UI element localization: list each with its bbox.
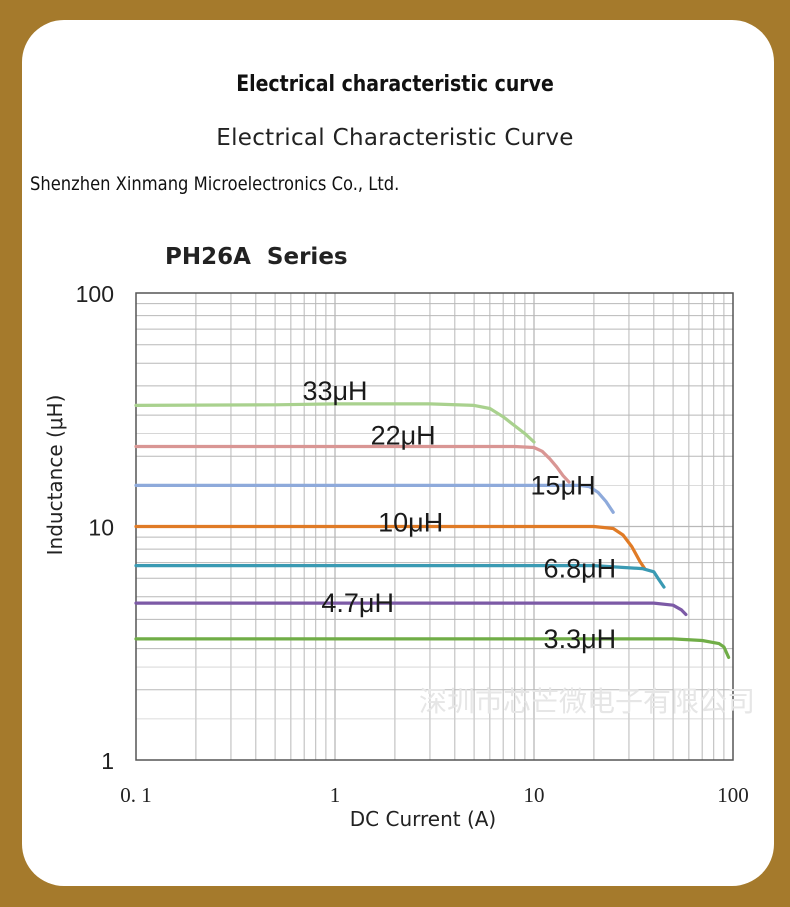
series-line-10μH: [134, 524, 647, 571]
x-axis-label: DC Current (A): [350, 807, 496, 831]
y-tick-label: 100: [76, 281, 114, 307]
chart-title: PH26A Series: [165, 244, 348, 270]
series-line-22μH: [134, 444, 571, 484]
watermark: 深圳市芯芒微电子有限公司: [419, 685, 755, 718]
series-label: 6.8μH: [544, 554, 617, 584]
series-line-33μH: [134, 402, 536, 444]
y-axis-label: Inductance (μH): [43, 395, 67, 556]
x-tick-label: 0. 1: [120, 783, 152, 807]
y-tick-label: 1: [101, 748, 114, 774]
series-line-4.7μH: [134, 601, 688, 617]
y-tick-label: 10: [88, 515, 114, 541]
page-title: Electrical characteristic curve: [236, 72, 554, 97]
series-line-15μH: [134, 483, 615, 514]
series-label: 15μH: [531, 470, 596, 500]
series-label: 10μH: [378, 508, 443, 538]
page-subtitle: Electrical Characteristic Curve: [216, 125, 574, 151]
x-tick-label: 10: [524, 783, 545, 807]
series-label: 3.3μH: [544, 624, 617, 654]
series-line-6.8μH: [134, 564, 666, 589]
content-card: [22, 20, 774, 886]
series-layer: [134, 402, 731, 659]
series-line-3.3μH: [134, 637, 731, 659]
company-name: Shenzhen Xinmang Microelectronics Co., L…: [30, 173, 400, 195]
series-label: 22μH: [371, 421, 436, 451]
series-label: 4.7μH: [321, 588, 394, 618]
series-label: 33μH: [302, 376, 367, 406]
x-tick-label: 100: [717, 783, 749, 807]
x-tick-label: 1: [330, 783, 341, 807]
